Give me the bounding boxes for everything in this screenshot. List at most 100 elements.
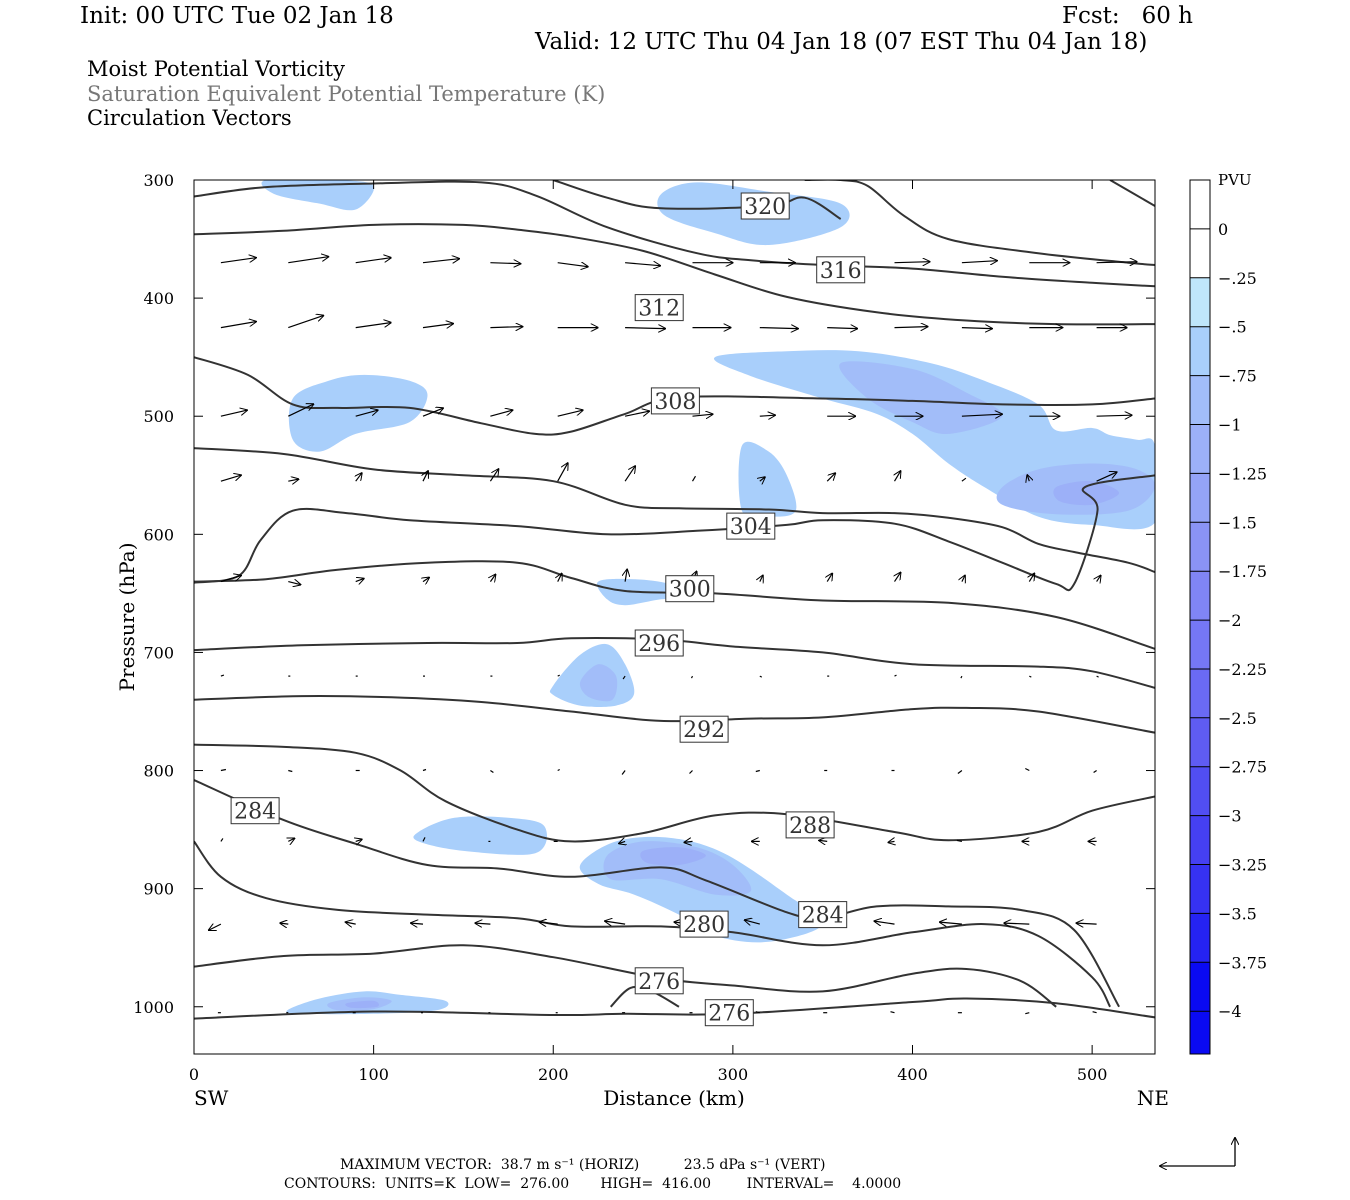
vector-2-4: [490, 410, 512, 417]
colorbar-swatch-2: [1190, 277, 1210, 327]
vector-4-13: [1097, 576, 1101, 582]
colorbar-swatch-6: [1190, 473, 1210, 523]
vector-2-2: [355, 410, 378, 417]
contour-label-box-0: [740, 192, 790, 220]
vector-3-9: [826, 473, 835, 482]
x-axis: 0 100 200 300 400 500: [189, 180, 1107, 1084]
contour-label-box-6: [634, 629, 684, 657]
colorbar-swatch-1: [1190, 228, 1210, 278]
vector-8-12: [1004, 923, 1030, 924]
vector-3-3: [423, 471, 428, 482]
colorbar-label-0: 0: [1218, 220, 1228, 239]
vector-0-10: [894, 262, 930, 263]
contour-324-16: [1109, 180, 1155, 207]
pv-shade-0: [288, 374, 428, 452]
vector-7-3: [422, 837, 426, 842]
max-vector-note: MAXIMUM VECTOR: 38.7 m s⁻¹ (HORIZ) 23.5 …: [340, 1157, 826, 1173]
contour-label-box-11: [679, 910, 729, 938]
vector-5-12: [1029, 675, 1032, 678]
vector-1-11: [961, 328, 992, 329]
pv-shade-16: [345, 1000, 380, 1009]
reference-vector: [1160, 1138, 1235, 1166]
contour-label-6: 296: [638, 632, 680, 657]
contour-308-11: [194, 356, 1155, 436]
vector-1-9: [827, 328, 857, 329]
vector-8-1: [280, 923, 289, 924]
valid-time: Valid: 12 UTC Thu 04 Jan 18 (07 EST Thu …: [535, 29, 1148, 55]
colorbar-swatch-11: [1190, 717, 1210, 767]
vector-0-2: [355, 258, 391, 264]
vector-3-2: [356, 473, 362, 482]
colorbar-swatch-0: [1190, 180, 1210, 229]
y-tick-label-3: 600: [143, 525, 174, 544]
vector-1-4: [490, 327, 522, 328]
vector-2-8: [759, 415, 775, 416]
vector-8-0: [209, 924, 222, 930]
vector-0-4: [490, 263, 520, 264]
contour-label-box-2: [634, 294, 684, 322]
colorbar-swatch-9: [1190, 620, 1210, 669]
vector-9-12: [1025, 1012, 1030, 1015]
ne-end-label: NE: [1137, 1086, 1169, 1110]
vector-1-10: [894, 327, 928, 328]
colorbar-label-11: −2.75: [1218, 758, 1267, 777]
pv-shade-10: [839, 361, 1003, 434]
contour-308-10: [194, 447, 1155, 574]
vector-4-4: [490, 575, 495, 582]
y-tick-label-0: 300: [143, 171, 174, 190]
colorbar-label-3: −.75: [1218, 367, 1257, 386]
vector-8-10: [875, 921, 895, 924]
vector-4-2: [355, 579, 364, 582]
y-tick-label-7: 1000: [133, 998, 174, 1017]
colorbar-label-4: −1: [1218, 416, 1242, 435]
vector-4-12: [1029, 574, 1034, 582]
vector-4-8: [760, 576, 763, 582]
contour-label-1: 316: [820, 259, 862, 284]
x-axis-label: Distance (km): [603, 1086, 745, 1110]
contour-label-3: 308: [654, 390, 696, 415]
vector-5-0: [220, 674, 225, 677]
vector-2-7: [692, 414, 713, 416]
contour-label-box-13: [704, 999, 754, 1027]
y-axis: 300 400 500 600 700 800 900 1000: [133, 171, 1155, 1017]
vector-5-13: [1096, 675, 1099, 678]
contour-284-4: [194, 779, 1120, 1008]
vector-2-5: [557, 410, 583, 417]
colorbar-swatch-12: [1190, 766, 1210, 816]
vector-8-6: [605, 921, 626, 924]
vector-8-3: [411, 923, 424, 924]
colorbar-swatch-13: [1190, 815, 1210, 865]
colorbar-frame: [1189, 179, 1211, 1055]
vector-8-4: [475, 923, 491, 924]
contour-label-7: 292: [683, 718, 725, 743]
contour-320-14: [552, 180, 842, 220]
vector-7-11: [956, 839, 963, 842]
contour-label-5: 300: [669, 578, 711, 603]
contour-label-2: 312: [638, 297, 680, 322]
vector-1-3: [422, 324, 453, 328]
init-time: Init: 00 UTC Tue 02 Jan 18: [80, 3, 394, 29]
colorbar-swatch-14: [1190, 864, 1210, 914]
colorbar-label-2: −.5: [1218, 318, 1247, 337]
y-tick-label-4: 700: [143, 643, 174, 662]
contour-label-9: 284: [234, 800, 276, 825]
colorbar-label-15: −3.75: [1218, 953, 1267, 972]
vector-6-12: [1025, 767, 1030, 772]
vector-2-6: [624, 411, 649, 417]
contour-info-note: CONTOURS: UNITS=K LOW= 276.00 HIGH= 416.…: [284, 1176, 902, 1192]
vector-6-7: [689, 770, 693, 774]
contour-label-0: 320: [744, 195, 786, 220]
y-axis-label: Pressure (hPa): [115, 543, 139, 692]
vector-3-12: [1027, 475, 1029, 481]
contour-label-10: 284: [802, 904, 844, 929]
vector-7-6: [619, 841, 625, 843]
contour-312-12: [194, 223, 1155, 326]
vector-6-5: [557, 768, 560, 772]
vector-4-11: [962, 576, 965, 582]
vector-3-0: [220, 475, 241, 482]
plot-frame: [193, 179, 1156, 1055]
vector-0-1: [288, 257, 328, 264]
vector-1-6: [625, 328, 665, 329]
contour-280-2: [194, 944, 1057, 1008]
colorbar-label-8: −2: [1218, 611, 1242, 630]
